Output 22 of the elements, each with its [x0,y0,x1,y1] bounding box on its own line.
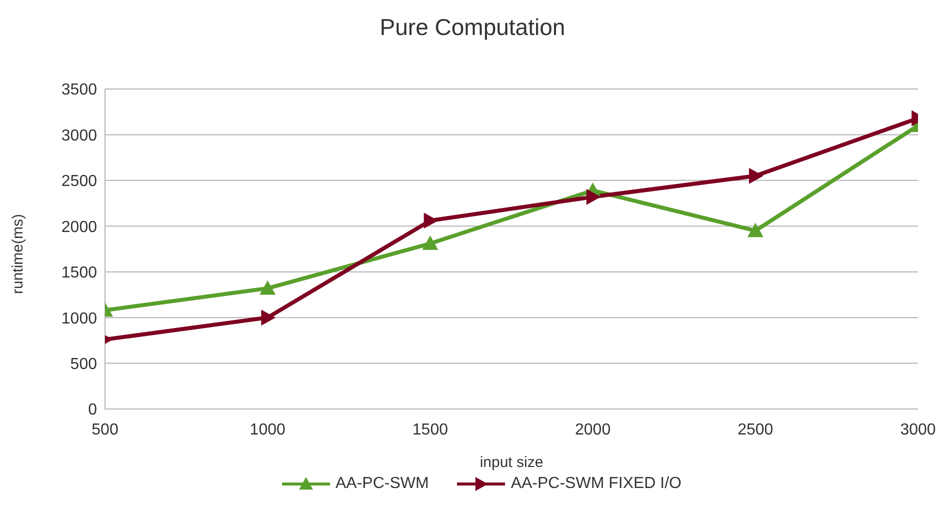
y-tick-label: 1000 [61,310,98,328]
x-tick-label: 500 [92,421,118,438]
point [422,236,438,250]
legend-label: AA-PC-SWM [336,475,429,493]
x-tick-label: 1000 [250,421,286,438]
y-tick-label: 2500 [61,173,98,190]
point [424,212,438,229]
y-tick-label: 0 [88,402,98,419]
y-tick-label: 1500 [61,264,98,282]
chart-title: Pure Computation [378,13,566,42]
point [586,188,601,205]
y-tick-label: 3000 [61,127,98,144]
legend-label: AA-PC-SWM FIXED I/O [510,475,682,493]
x-tick-label: 2000 [575,421,611,438]
y-tick-label: 2000 [61,218,98,236]
y-tick-label: 500 [70,356,98,373]
y-tick-label: 3500 [61,82,98,99]
x-axis-title: input size [480,454,544,471]
x-tick-label: 2500 [738,421,774,438]
x-tick-label: 1500 [412,421,448,438]
y-axis-title: runtime(ms) [9,214,26,294]
x-tick-label: 3000 [900,421,936,438]
